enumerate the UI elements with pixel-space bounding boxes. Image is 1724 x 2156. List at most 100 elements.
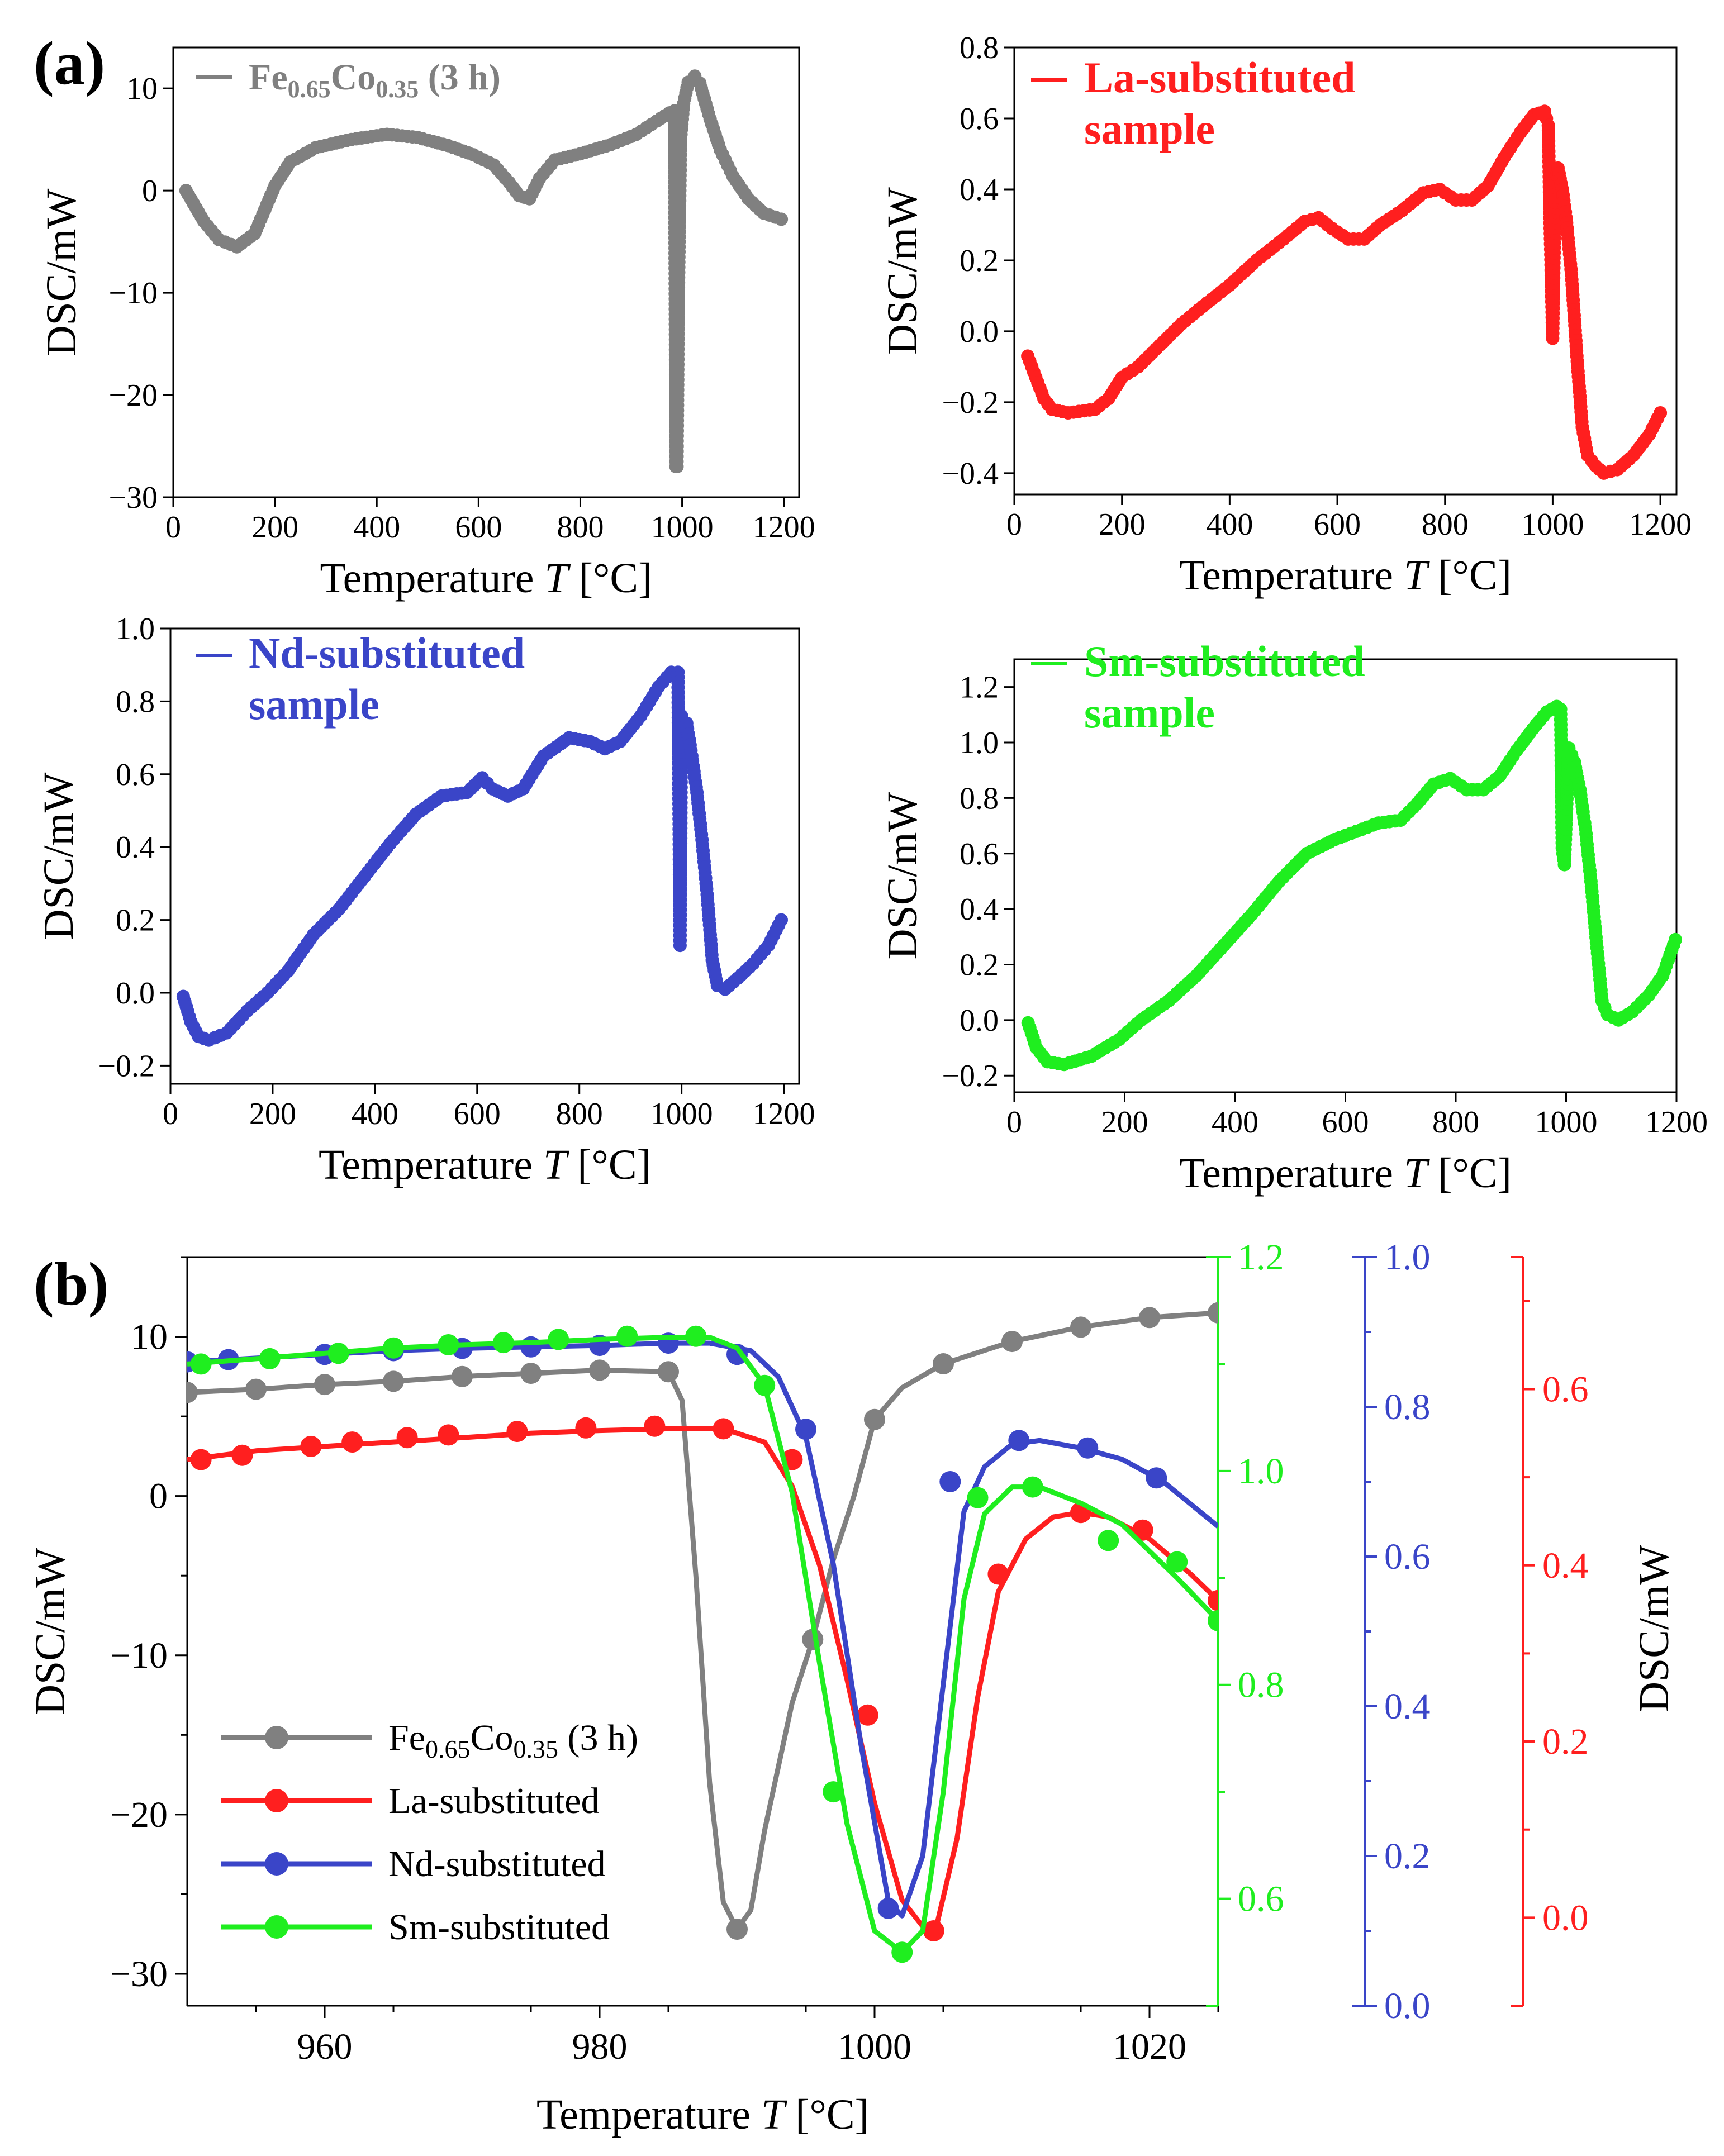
series-marker-green — [383, 1337, 404, 1359]
x-axis-label-unit: [°C] — [1427, 1150, 1512, 1197]
y-tick-label: −0.2 — [942, 385, 999, 420]
y-tick-label-red: 0.0 — [1542, 1897, 1589, 1938]
y-tick-label: −0.2 — [942, 1059, 999, 1093]
legend-label-red: La-substituted — [388, 1781, 600, 1821]
y-tick-label: −30 — [108, 480, 158, 515]
series-marker-red — [857, 1704, 878, 1726]
y-tick-label-blue: 0.0 — [1384, 1986, 1431, 2026]
legend-sub-035: 0.35 — [376, 75, 419, 103]
x-tick-label: 980 — [572, 2026, 628, 2067]
x-tick-label: 600 — [454, 1097, 501, 1131]
series-marker-green — [492, 1332, 514, 1354]
y-axis-label: DSC/mW — [879, 187, 926, 355]
series-marker-blue — [795, 1419, 816, 1440]
legend-label-line1: Sm-substituted — [1084, 637, 1365, 686]
x-tick-label: 1200 — [1629, 507, 1692, 542]
series-marker-green — [1022, 1476, 1043, 1498]
series-marker-green — [685, 1325, 707, 1347]
y-tick-label: 0.8 — [960, 781, 999, 816]
x-tick-label: 600 — [1314, 507, 1361, 542]
data-point — [775, 913, 788, 927]
x-tick-label: 400 — [352, 1097, 398, 1131]
series-marker-gray — [314, 1374, 335, 1396]
series-marker-gray — [933, 1353, 954, 1374]
series-marker-red — [438, 1424, 459, 1446]
legend-co: Co — [331, 57, 376, 98]
legend-marker-green — [265, 1915, 288, 1939]
y-tick-label-blue: 0.6 — [1384, 1536, 1431, 1577]
x-tick-label: 1200 — [753, 510, 815, 545]
y-tick-label: −10 — [108, 276, 158, 311]
y-tick-label-red: 0.6 — [1542, 1369, 1589, 1410]
legend-marker-blue — [265, 1852, 288, 1876]
y-tick-label: 0.0 — [116, 976, 155, 1011]
x-axis-label: Temperature T [°C] — [1179, 1150, 1512, 1197]
series-marker-red — [713, 1418, 734, 1440]
y-tick-label: 1.0 — [116, 612, 155, 646]
x-tick-label: 800 — [556, 1097, 603, 1131]
x-tick-label: 0 — [1006, 507, 1022, 542]
x-tick-label: 800 — [1422, 507, 1469, 542]
series-marker-red — [231, 1444, 253, 1466]
series-marker-red — [987, 1563, 1009, 1585]
y-tick-label: 0.4 — [960, 892, 999, 927]
y-tick-label: 10 — [131, 1317, 168, 1358]
x-tick-label: 400 — [1206, 507, 1253, 542]
y-tick-label-blue: 1.0 — [1384, 1237, 1431, 1278]
legend-sub-065: 0.65 — [425, 1735, 471, 1763]
chart-nd-substituted: 0 200 400 600 800 1000 1200 −0.2 0.0 0.2 0.4 0.6 0.8… — [35, 612, 815, 1188]
series-marker-gray — [383, 1370, 404, 1392]
legend-label-gray: Fe0.65Co0.35 (3 h) — [388, 1717, 638, 1763]
series-marker-blue — [877, 1897, 899, 1919]
panel-label-a: (a) — [34, 29, 105, 97]
y-tick-label: 0.6 — [116, 758, 155, 792]
series-line — [1026, 110, 1662, 475]
y-tick-label-green: 1.2 — [1238, 1237, 1284, 1278]
plot-frame — [1013, 46, 1678, 496]
x-tick-label: 600 — [1322, 1105, 1369, 1140]
y-tick-label: −10 — [110, 1635, 168, 1676]
y-tick-label: 1.0 — [960, 726, 999, 760]
y-tick-label-blue: 0.4 — [1384, 1686, 1431, 1727]
y-tick-label: 0.2 — [960, 948, 999, 982]
x-tick-label: 1000 — [1521, 507, 1584, 542]
x-axis-label-variable: T — [544, 555, 571, 602]
series-marker-gray — [589, 1359, 610, 1381]
y-tick-label: 0.0 — [960, 315, 999, 349]
legend-marker-gray — [265, 1726, 288, 1749]
series-marker-red — [396, 1427, 418, 1449]
legend-suffix: (3 h) — [558, 1717, 638, 1758]
y-tick-label: 0 — [142, 174, 158, 208]
x-tick-label: 0 — [1006, 1105, 1022, 1140]
x-axis-label-variable: T — [1404, 552, 1430, 599]
legend-label-line2: sample — [1084, 688, 1215, 737]
y-axis-label: DSC/mW — [35, 772, 82, 940]
series-marker-blue — [1146, 1467, 1167, 1489]
y-axis-label-right: DSC/mW — [1631, 1545, 1678, 1712]
x-tick-label: 1020 — [1113, 2026, 1186, 2067]
x-axis-label-text: Temperature — [1179, 1150, 1404, 1197]
series-marker-red — [575, 1417, 597, 1439]
series-marker-red — [341, 1431, 363, 1453]
legend-name: La-substituted — [388, 1781, 600, 1821]
series-marker-green — [823, 1781, 844, 1803]
x-axis-label: Temperature T [°C] — [319, 1141, 651, 1188]
y-tick-label: −0.2 — [98, 1049, 155, 1083]
y-tick-label-red: 0.2 — [1542, 1721, 1589, 1762]
x-axis-label-unit: [°C] — [1427, 552, 1512, 599]
data-point — [1669, 932, 1682, 946]
series-marker-red — [300, 1435, 322, 1457]
chart-fe-co-full-range: 0 200 400 600 800 1000 1200 −30 −20 −10 0 10 Tempera… — [38, 46, 815, 602]
series-marker-gray — [658, 1361, 679, 1383]
series-marker-gray — [245, 1378, 267, 1400]
x-axis-label: Temperature T [°C] — [320, 555, 653, 602]
x-tick-label: 960 — [297, 2026, 353, 2067]
y-tick-label-green: 0.6 — [1238, 1879, 1284, 1920]
legend-name: Sm-substituted — [388, 1907, 610, 1948]
x-tick-label: 0 — [165, 510, 181, 545]
x-tick-label: 200 — [1101, 1105, 1148, 1140]
x-tick-label: 1200 — [753, 1097, 815, 1131]
series-marker-gray — [1139, 1307, 1160, 1329]
series-marker-green — [1098, 1530, 1119, 1551]
series-marker-red — [644, 1415, 666, 1437]
